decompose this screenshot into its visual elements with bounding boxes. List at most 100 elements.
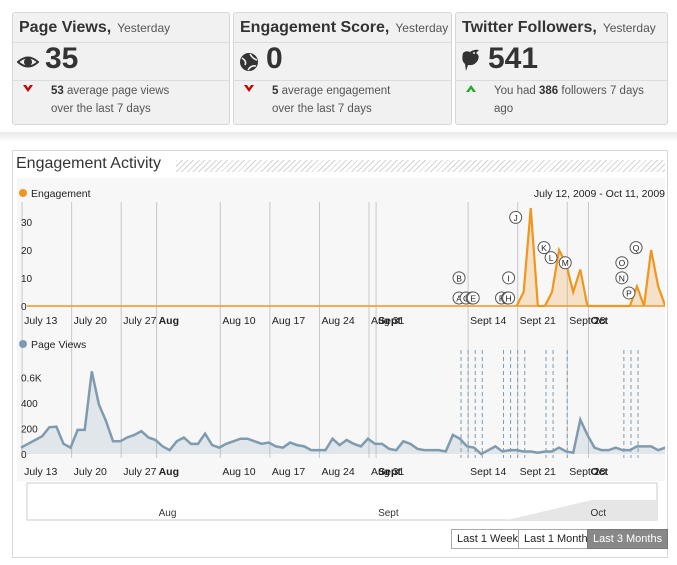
eye-icon — [17, 56, 39, 68]
engagement-line — [515, 207, 539, 307]
x-tick-label: Sept 21 — [520, 466, 556, 478]
pageviews-area — [21, 371, 665, 454]
event-flag[interactable] — [544, 251, 558, 265]
x-tick-label: Aug 10 — [222, 466, 255, 478]
event-flag[interactable] — [509, 210, 523, 224]
x-tick-label: Aug 17 — [272, 466, 305, 478]
bird-icon — [462, 49, 479, 71]
x-tick-label: Sept 28 — [569, 315, 605, 327]
date-range-label: July 12, 2009 - Oct 11, 2009 — [534, 188, 665, 200]
event-flag[interactable] — [558, 256, 572, 270]
pageviews-legend-marker — [19, 340, 27, 348]
engagement-legend-label: Engagement — [31, 188, 91, 200]
x-tick-label: July 13 — [24, 466, 57, 478]
last-1-week-button[interactable]: Last 1 Week — [451, 529, 524, 549]
event-flag-label: P — [626, 288, 632, 298]
y-tick-label: 200 — [21, 425, 38, 436]
page-views-value: 35 — [45, 42, 79, 75]
x-tick-label: July 20 — [74, 315, 107, 327]
engagement-line — [628, 283, 646, 307]
event-flag[interactable] — [622, 286, 636, 300]
x-tick-label: July 27 — [123, 315, 156, 327]
x-tick-label: July 27 — [123, 466, 156, 478]
engagement-activity-panel: Engagement Activity 30 20 10 0 July 13 July 2… — [12, 150, 669, 558]
engagement-line — [642, 249, 665, 307]
engagement-area — [629, 286, 645, 306]
panel-title: Engagement Activity — [16, 155, 161, 172]
twitter-followers-card[interactable]: Twitter Followers, Yesterday 541 You had … — [455, 12, 668, 125]
event-flag-label: H — [506, 294, 512, 304]
event-flag-label: Q — [633, 243, 640, 253]
y-tick-label: 0 — [21, 302, 27, 313]
event-flag-label: N — [619, 273, 625, 283]
x-tick-label: Oct — [590, 466, 608, 478]
x-tick-label: Oct — [590, 315, 608, 327]
twitter-followers-value: 541 — [488, 42, 539, 75]
y-tick-label: 0.6K — [21, 374, 42, 385]
x-tick-label: Sept 14 — [470, 315, 506, 327]
navigator-series-shade — [507, 500, 657, 520]
stat-cards: Page Views, Yesterday 35 53 average page … — [12, 12, 668, 125]
engagement-legend-marker — [19, 189, 27, 197]
globe-icon — [240, 53, 258, 71]
page-views-card[interactable]: Page Views, Yesterday 35 53 average page … — [12, 12, 230, 125]
y-tick-label: 30 — [21, 218, 33, 229]
title-hatch — [176, 160, 665, 172]
x-tick-label: Aug — [159, 466, 179, 478]
section-separator — [0, 132, 677, 142]
x-tick-label: Sept — [378, 466, 401, 478]
event-flag-label: J — [514, 213, 518, 223]
x-tick-label: Aug 31 — [371, 315, 404, 327]
card-title: Twitter Followers, Yesterday — [462, 19, 656, 36]
y-tick-label: 20 — [21, 246, 33, 257]
x-tick-label: July 13 — [24, 315, 57, 327]
x-tick-label: July 20 — [74, 466, 107, 478]
trend-down-icon — [244, 85, 254, 92]
card-description: You had 386 followers 7 days ago — [494, 85, 644, 115]
y-tick-label: 400 — [21, 399, 38, 410]
card-title: Engagement Score, Yesterday — [240, 19, 449, 36]
y-tick-label: 0 — [21, 450, 27, 461]
event-flag[interactable] — [466, 291, 480, 305]
card-description: 5 average engagement over the last 7 days — [272, 85, 391, 115]
pageviews-legend-label: Page Views — [31, 339, 86, 351]
event-flag-label: L — [549, 253, 554, 263]
trend-up-icon — [466, 85, 476, 92]
range-buttons: Last 1 Week Last 1 Month Last 3 Months — [451, 529, 669, 550]
x-tick-label: Aug 31 — [371, 466, 404, 478]
event-flag-label: A — [456, 294, 462, 304]
y-tick-label: 10 — [21, 274, 33, 285]
event-flag-label: I — [507, 273, 509, 283]
x-tick-label: Sept — [378, 315, 401, 327]
trend-down-icon — [23, 85, 33, 92]
x-tick-label: Sept 28 — [569, 466, 605, 478]
event-flag-label: B — [456, 273, 462, 283]
x-tick-label: Sept 21 — [520, 315, 556, 327]
x-tick-label: Aug — [159, 315, 179, 327]
engagement-area — [544, 250, 588, 306]
last-3-months-button[interactable]: Last 3 Months — [587, 529, 669, 549]
engagement-score-card[interactable]: Engagement Score, Yesterday 0 5 average e… — [233, 12, 452, 125]
navigator-label: Oct — [590, 508, 606, 519]
event-flag-label: K — [541, 243, 547, 253]
event-flag-label: O — [619, 258, 626, 268]
event-flag[interactable] — [502, 291, 516, 305]
pageviews-line — [20, 371, 665, 456]
engagement-score-value: 0 — [266, 42, 283, 75]
navigator-label: Aug — [159, 508, 177, 519]
event-flag[interactable] — [615, 271, 629, 285]
event-flag[interactable] — [502, 271, 516, 285]
x-tick-label: Aug 24 — [321, 315, 354, 327]
event-flag[interactable] — [629, 241, 643, 255]
last-1-month-button[interactable]: Last 1 Month — [518, 529, 594, 549]
x-tick-label: Aug 10 — [222, 315, 255, 327]
event-flag[interactable] — [452, 271, 466, 285]
card-description: 53 average page views over the last 7 day… — [51, 85, 170, 115]
event-flag-label: E — [470, 294, 476, 304]
navigator-label: Sept — [378, 508, 399, 519]
event-flag-label: M — [562, 258, 569, 268]
event-flag[interactable] — [615, 256, 629, 270]
event-flag[interactable] — [537, 241, 551, 255]
x-tick-label: Aug 24 — [321, 466, 354, 478]
